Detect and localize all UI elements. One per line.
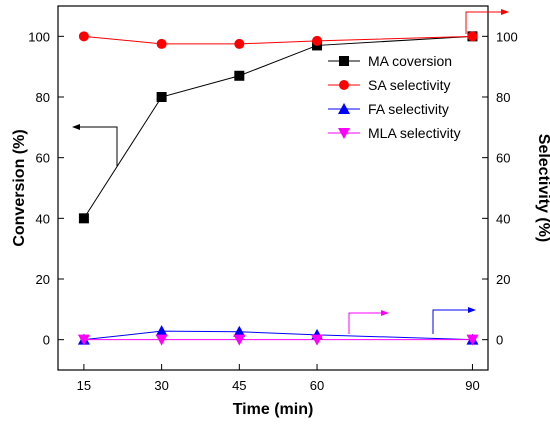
x-tick-label: 60 <box>310 378 324 393</box>
legend-marker <box>339 80 349 90</box>
arrow-head-fa <box>468 307 476 313</box>
y-right-tick-label: 100 <box>496 29 518 44</box>
y-left-tick-label: 20 <box>36 272 50 287</box>
y-left-tick-label: 60 <box>36 151 50 166</box>
data-point <box>156 92 167 102</box>
arrow-head-left <box>72 124 80 130</box>
x-tick-label: 90 <box>465 378 479 393</box>
series-line <box>83 330 473 341</box>
data-point <box>466 334 479 346</box>
y-right-tick-label: 80 <box>496 90 510 105</box>
data-point <box>78 31 89 42</box>
legend: MA coversion SA selectivity FA selectivity… <box>328 53 461 141</box>
plot-frame <box>57 5 489 371</box>
legend-label: FA selectivity <box>368 101 449 117</box>
legend-label: SA selectivity <box>368 77 450 93</box>
arrow-head-mla <box>381 310 389 316</box>
x-axis-title: Time (min) <box>233 401 314 418</box>
series-layer <box>77 31 479 346</box>
legend-marker <box>338 128 350 139</box>
ticks-layer: 15 30 45 60 90 0 0 20 20 40 40 60 60 80 80 100 100 <box>28 29 517 393</box>
arrow-head-sa <box>501 9 509 15</box>
legend-label: MA coversion <box>368 53 452 69</box>
series-2 <box>77 325 479 345</box>
data-point <box>155 334 168 346</box>
data-point <box>77 334 90 346</box>
arrow-fa-to-right-axis <box>432 309 472 334</box>
y-right-tick-label: 40 <box>496 211 510 226</box>
arrow-sa-to-right-axis <box>465 11 505 34</box>
legend-marker <box>338 103 350 114</box>
legend-label: MLA selectivity <box>368 125 461 141</box>
x-tick-label: 45 <box>232 378 246 393</box>
data-point <box>312 35 323 46</box>
arrow-ma-to-left-axis <box>76 126 118 166</box>
series-3 <box>77 334 479 346</box>
data-point <box>311 334 324 346</box>
data-point <box>78 213 89 224</box>
data-point <box>467 31 478 42</box>
y-right-tick-label: 20 <box>496 272 510 287</box>
arrow-mla-to-right-axis <box>348 312 385 334</box>
x-tick-label: 30 <box>154 378 168 393</box>
y-left-tick-label: 40 <box>36 211 50 226</box>
data-point <box>156 38 167 49</box>
y-left-tick-label: 0 <box>43 333 50 348</box>
y-axis-left-title: Conversion (%) <box>11 129 28 246</box>
y-right-tick-label: 0 <box>496 333 503 348</box>
legend-marker <box>339 56 349 66</box>
data-point <box>233 334 246 346</box>
data-point <box>233 325 246 337</box>
data-point <box>155 325 168 337</box>
y-axis-right-title: Selectivity (%) <box>535 134 550 242</box>
x-tick-label: 15 <box>77 378 91 393</box>
data-point <box>234 38 245 49</box>
series-1 <box>78 31 478 49</box>
axis-arrows <box>72 9 509 334</box>
y-left-tick-label: 80 <box>36 90 50 105</box>
y-left-tick-label: 100 <box>28 29 50 44</box>
y-right-tick-label: 60 <box>496 151 510 166</box>
data-point <box>234 70 245 81</box>
